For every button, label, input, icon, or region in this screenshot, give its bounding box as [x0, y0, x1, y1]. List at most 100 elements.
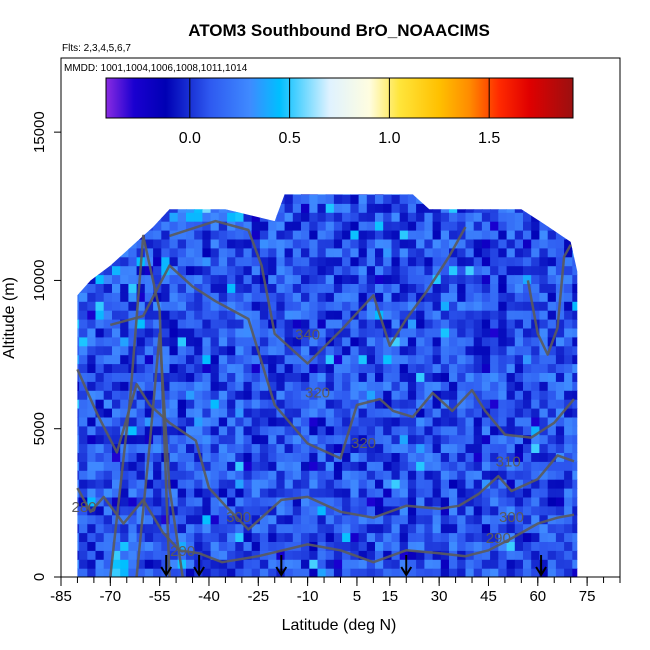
heatmap-cell	[103, 559, 113, 569]
heatmap-cell	[424, 363, 434, 373]
heatmap-cell	[432, 256, 442, 267]
heatmap-cell	[449, 496, 458, 507]
heatmap-cell	[481, 194, 491, 195]
heatmap-cell	[95, 541, 105, 551]
heatmap-cell	[77, 283, 80, 293]
heatmap-cell	[169, 336, 179, 347]
heatmap-cell	[136, 327, 146, 338]
heatmap-cell	[87, 327, 97, 338]
heatmap-cell	[432, 514, 442, 525]
heatmap-cell	[309, 550, 319, 560]
heatmap-cell	[564, 452, 573, 462]
heatmap-cell	[79, 265, 88, 276]
heatmap-cell	[268, 532, 277, 542]
heatmap-cell	[235, 345, 245, 356]
heatmap-cell	[202, 532, 212, 542]
heatmap-cell	[383, 479, 392, 489]
heatmap-cell	[87, 408, 97, 418]
heatmap-cell	[581, 230, 590, 240]
heatmap-cell	[523, 488, 532, 498]
heatmap-cell	[243, 301, 253, 311]
heatmap-cell	[358, 550, 368, 560]
heatmap-cell	[259, 416, 269, 427]
heatmap-cell	[350, 212, 360, 222]
heatmap-cell	[350, 425, 360, 436]
heatmap-cell	[251, 505, 261, 516]
heatmap-cell	[539, 212, 549, 222]
heatmap-cell	[77, 274, 80, 284]
heatmap-cell	[194, 470, 203, 480]
heatmap-cell	[317, 327, 327, 338]
heatmap-cell	[572, 345, 578, 356]
heatmap-cell	[481, 194, 491, 204]
heatmap-cell	[87, 559, 97, 569]
heatmap-cell	[292, 408, 302, 418]
heatmap-cell	[218, 523, 228, 534]
heatmap-cell	[424, 568, 434, 577]
heatmap-cell	[161, 238, 171, 249]
heatmap-cell	[292, 336, 302, 347]
heatmap-cell	[120, 203, 129, 213]
heatmap-cell	[358, 212, 368, 222]
heatmap-cell	[424, 505, 434, 516]
heatmap-cell	[317, 390, 327, 400]
heatmap-cell	[391, 461, 401, 471]
heatmap-cell	[136, 452, 146, 462]
heatmap-cell	[449, 470, 458, 480]
heatmap-cell	[177, 559, 187, 569]
heatmap-cell	[186, 541, 195, 551]
heatmap-cell	[227, 523, 236, 534]
heatmap-cell	[177, 194, 187, 204]
heatmap-cell	[358, 568, 368, 577]
heatmap-cell	[136, 416, 146, 427]
heatmap-cell	[235, 399, 245, 409]
heatmap-cell	[581, 559, 590, 569]
heatmap-cell	[87, 221, 97, 231]
heatmap-cell	[432, 523, 442, 534]
heatmap-cell	[218, 336, 228, 347]
heatmap-cell	[128, 336, 138, 347]
heatmap-cell	[309, 425, 319, 436]
heatmap-cell	[366, 381, 376, 391]
heatmap-cell	[79, 327, 88, 338]
heatmap-cell	[169, 354, 179, 365]
heatmap-cell	[235, 408, 245, 418]
heatmap-cell	[136, 488, 146, 498]
heatmap-cell	[325, 265, 335, 276]
heatmap-cell	[407, 514, 417, 525]
heatmap-cell	[292, 203, 302, 213]
heatmap-cell	[301, 265, 310, 276]
heatmap-cell	[235, 301, 245, 311]
heatmap-cell	[169, 221, 179, 231]
heatmap-cell	[424, 443, 434, 453]
heatmap-cell	[153, 550, 162, 560]
heatmap-cell	[572, 194, 578, 195]
heatmap-cell	[177, 274, 187, 284]
heatmap-cell	[449, 345, 458, 356]
heatmap-cell	[136, 221, 146, 231]
x-tick-label: -25	[247, 588, 269, 605]
heatmap-cell	[112, 390, 121, 400]
heatmap-cell	[457, 541, 466, 551]
heatmap-cell	[432, 425, 442, 436]
heatmap-cell	[276, 238, 286, 249]
heatmap-cell	[399, 363, 409, 373]
heatmap-cell	[112, 363, 121, 373]
heatmap-cell	[473, 203, 483, 213]
heatmap-cell	[95, 247, 105, 258]
heatmap-cell	[317, 532, 327, 542]
heatmap-cell	[531, 345, 540, 356]
heatmap-cell	[103, 568, 113, 577]
heatmap-cell	[161, 274, 171, 284]
heatmap-cell	[309, 470, 319, 480]
heatmap-cell	[350, 523, 360, 534]
heatmap-cell	[564, 194, 573, 195]
heatmap-cell	[407, 452, 417, 462]
heatmap-cell	[399, 274, 409, 284]
heatmap-cell	[555, 514, 565, 525]
heatmap-cell	[481, 434, 491, 445]
heatmap-cell	[481, 319, 491, 329]
heatmap-cell	[523, 416, 532, 427]
heatmap-cell	[79, 514, 88, 525]
heatmap-cell	[317, 434, 327, 445]
